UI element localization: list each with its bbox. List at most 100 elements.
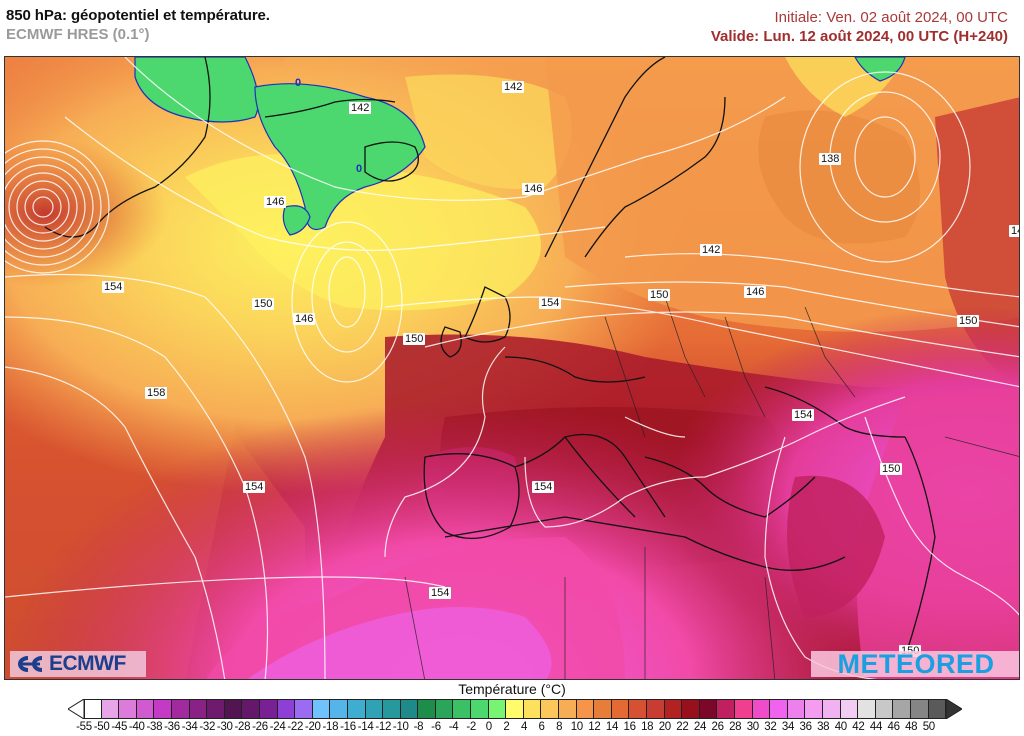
colorbar-cell [154,699,172,719]
colorbar-tick-label: -32 [199,721,216,733]
colorbar-tick-label: -10 [392,721,409,733]
colorbar-tick-label: 0 [485,721,492,733]
colorbar-tick-label: -12 [375,721,392,733]
initial-time: Initiale: Ven. 02 août 2024, 00 UTC [774,9,1009,26]
colorbar-over-arrow-icon [945,698,964,720]
colorbar-cell [471,699,489,719]
colorbar-cell [770,699,788,719]
colorbar-cell [629,699,647,719]
colorbar-tick-label: -34 [181,721,198,733]
colorbar-cell [664,699,683,719]
isohypse-label: 154 [539,297,562,309]
colorbar-tick-label: -4 [448,721,459,733]
colorbar-tick-label: -6 [431,721,441,733]
colorbar-cell [787,699,806,719]
isohypse-label: 154 [792,409,815,421]
valid-time: Valide: Lun. 12 août 2024, 00 UTC (H+240… [710,28,1008,45]
colorbar-tick-label: 16 [623,721,636,733]
meteored-logo-text: METEORED [837,648,995,679]
isohypse-label: 14 [1009,225,1019,237]
colorbar-cell [224,699,243,719]
colorbar-tick-label: 8 [556,721,563,733]
isohypse-label: 158 [145,387,168,399]
colorbar-cell [101,699,120,719]
colorbar-tick-label: -16 [340,721,356,733]
colorbar-tick-label: 42 [852,721,865,733]
colorbar-tick-label: -20 [304,721,321,733]
colorbar-tick-label: 50 [922,721,936,733]
colorbar-title: Température (°C) [458,681,566,697]
colorbar-cell [682,699,700,719]
colorbar-cell [330,699,348,719]
colorbar-tick-label: -30 [216,721,233,733]
colorbar-cell [840,699,859,719]
isohypse-label: 150 [252,298,275,310]
colorbar-cell [242,699,260,719]
colorbar-cell [523,699,542,719]
colorbar-tick-label: 40 [834,721,848,733]
colorbar-cell [611,699,630,719]
colorbar-cell [453,699,472,719]
colorbar-cell [295,699,313,719]
colorbar-tick-label: -45 [111,721,128,733]
colorbar-tick-label: 24 [693,721,707,733]
colorbar-cell [207,699,225,719]
colorbar-tick-label: -24 [269,721,286,733]
isohypse-label: 146 [744,286,767,298]
isohypse-label: 154 [429,587,452,599]
colorbar-tick-label: 38 [817,721,830,733]
colorbar-tick-label: 14 [605,721,619,733]
isohypse-label: 146 [522,183,545,195]
colorbar-cell [910,699,929,719]
colorbar-cell [119,699,137,719]
isohypse-label: 150 [648,289,671,301]
ecmwf-mark-icon [14,654,46,674]
colorbar-tick-label: 4 [520,721,528,733]
colorbar-cell [647,699,665,719]
colorbar-tick-label: -22 [287,721,304,733]
model-name: ECMWF HRES (0.1°) [6,26,150,43]
isohypse-label: 138 [819,153,842,165]
colorbar-tick-label: 22 [676,721,689,733]
colorbar-cell [259,699,278,719]
colorbar-tick-label: -28 [234,721,251,733]
colorbar-tick-label: 26 [711,721,724,733]
colorbar-cell [928,699,947,719]
colorbar-tick-label: -18 [322,721,339,733]
isohypse-label: 150 [403,333,426,345]
colorbar-cell [312,699,331,719]
colorbar-cell [699,699,718,719]
weather-map[interactable]: 142 142 146 146 138 142 146 150 150 154 … [4,56,1020,680]
colorbar-cell [435,699,454,719]
zero-isotherm-label: 0 [356,163,363,175]
colorbar-cell [383,699,401,719]
colorbar-tick-label: -26 [252,721,268,733]
colorbar-cell [506,699,524,719]
country-borders [404,296,1019,679]
colorbar-tick-label: -38 [146,721,163,733]
colorbar-tick-label: 2 [503,721,510,733]
colorbar-tick-label: -50 [93,721,110,733]
colorbar-cell [418,699,436,719]
colorbar-tick-label: 28 [729,721,742,733]
colorbar-cell [875,699,894,719]
isohypses [5,57,1019,679]
colorbar-cell [84,699,102,719]
colorbar-tick-label: -40 [128,721,145,733]
ecmwf-logo-text: ECMWF [49,652,126,675]
colorbar-tick-label: -36 [164,721,180,733]
isohypse-label: 146 [264,196,287,208]
colorbar-cell [734,699,753,719]
isohypse-label: 146 [293,313,316,325]
colorbar-cell [189,699,208,719]
colorbar-cell [277,699,296,719]
colorbar-tick-label: 34 [781,721,795,733]
isohypse-label: 142 [502,81,525,93]
colorbar-tick-label: 36 [799,721,812,733]
ecmwf-logo: ECMWF [10,651,146,677]
chart-title: 850 hPa: géopotentiel et température. [6,7,270,24]
colorbar-cell [400,699,419,719]
colorbar-tick-label: 44 [869,721,883,733]
colorbar-cell [576,699,595,719]
isohypse-label: 150 [957,315,980,327]
